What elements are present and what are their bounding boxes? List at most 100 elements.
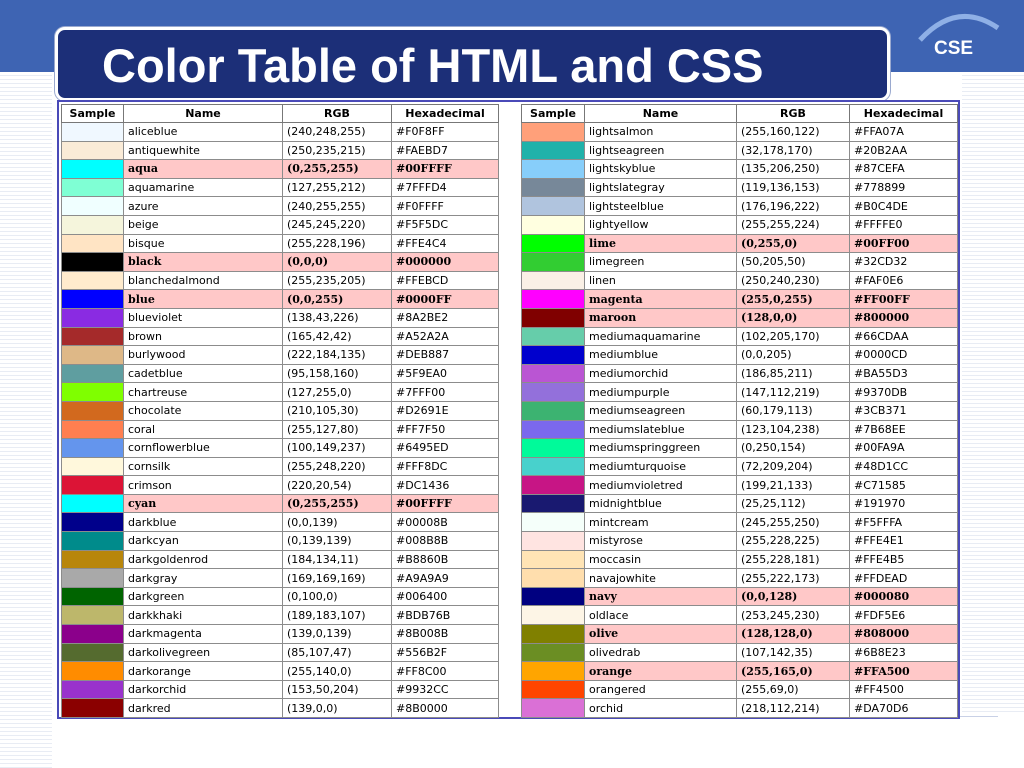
color-name: olivedrab [584,642,737,663]
color-hex: #F0F8FF [391,122,499,142]
color-hex: #FFDEAD [849,568,958,588]
color-hex: #87CEFA [849,159,958,179]
color-name: linen [584,270,737,291]
color-name: orchid [584,698,737,718]
color-name: mediumaquamarine [584,326,737,347]
table-row: mediumturquoise (72,209,204) #48D1CC [521,456,958,477]
table-row: moccasin (255,228,181) #FFE4B5 [521,549,958,570]
table-row: darkred (139,0,0) #8B0000 [61,698,499,718]
table-row: orangered (255,69,0) #FF4500 [521,679,958,700]
color-name: aliceblue [123,122,283,142]
color-rgb: (50,205,50) [736,252,850,272]
color-swatch [61,624,124,644]
color-swatch [521,214,585,235]
color-hex: #B8860B [391,549,499,570]
col-sample-header: Sample [521,104,585,123]
color-name: mediumslateblue [584,419,737,440]
color-hex: #008B8B [391,531,499,551]
color-name: limegreen [584,252,737,272]
color-swatch [521,605,585,626]
color-hex: #0000FF [391,289,499,309]
table-row: crimson (220,20,54) #DC1436 [61,475,499,495]
title-box: Color Table of HTML and CSS [55,27,890,101]
color-swatch [61,661,124,681]
color-swatch [61,159,124,179]
color-hex: #00FFFF [391,493,499,514]
table-row: cyan (0,255,255) #00FFFF [61,493,499,514]
color-swatch [521,679,585,700]
table-row: navy (0,0,128) #000080 [521,586,958,607]
color-swatch [61,586,124,607]
color-swatch [521,512,585,533]
color-rgb: (165,42,42) [282,326,392,347]
color-rgb: (250,240,230) [736,270,850,291]
table-row: cornflowerblue (100,149,237) #6495ED [61,438,499,458]
color-hex: #800000 [849,307,958,328]
color-swatch [521,289,585,309]
color-rgb: (25,25,112) [736,493,850,514]
table-row: darkblue (0,0,139) #00008B [61,512,499,533]
color-rgb: (176,196,222) [736,196,850,216]
table-row: linen (250,240,230) #FAF0E6 [521,270,958,291]
color-name: mediumvioletred [584,475,737,495]
table-row: lime (0,255,0) #00FF00 [521,233,958,254]
color-name: midnightblue [584,493,737,514]
color-hex: #BDB76B [391,605,499,626]
color-name: cyan [123,493,283,514]
col-hex-header: Hexadecimal [391,104,499,123]
col-sample-header: Sample [61,104,124,123]
color-hex: #7FFFD4 [391,177,499,198]
color-swatch [61,531,124,551]
color-hex: #A9A9A9 [391,568,499,588]
color-hex: #8B0000 [391,698,499,718]
color-hex: #FAEBD7 [391,140,499,161]
color-rgb: (255,228,196) [282,233,392,254]
color-rgb: (255,0,255) [736,289,850,309]
right-table: Sample Name RGB Hexadecimal lightsalmon(… [521,104,958,718]
table-row: cornsilk (255,248,220) #FFF8DC [61,456,499,477]
color-name: darkorchid [123,679,283,700]
color-hex: #DC1436 [391,475,499,495]
color-hex: #FFE4B5 [849,549,958,570]
color-name: orangered [584,679,737,700]
table-row: aqua (0,255,255) #00FFFF [61,159,499,179]
table-row: darkolivegreen (85,107,47) #556B2F [61,642,499,663]
color-rgb: (138,43,226) [282,307,392,328]
color-name: navajowhite [584,568,737,588]
color-rgb: (0,0,255) [282,289,392,309]
color-swatch [521,419,585,440]
color-rgb: (72,209,204) [736,456,850,477]
table-row: lightskyblue (135,206,250) #87CEFA [521,159,958,179]
color-name: lime [584,233,737,254]
color-rgb: (0,250,154) [736,438,850,458]
color-name: beige [123,214,283,235]
color-name: mediumspringgreen [584,438,737,458]
color-name: mistyrose [584,531,737,551]
color-hex: #FFEBCD [391,270,499,291]
table-row: darkorange (255,140,0) #FF8C00 [61,661,499,681]
color-hex: #FF00FF [849,289,958,309]
color-name: aquamarine [123,177,283,198]
color-rgb: (85,107,47) [282,642,392,663]
color-name: mediumturquoise [584,456,737,477]
table-row: darkgoldenrod (184,134,11) #B8860B [61,549,499,570]
color-hex: #FAF0E6 [849,270,958,291]
color-name: lightyellow [584,214,737,235]
color-rgb: (127,255,0) [282,382,392,402]
color-rgb: (0,0,139) [282,512,392,533]
table-row: olivedrab (107,142,35) #6B8E23 [521,642,958,663]
color-table-right: Sample Name RGB Hexadecimal lightsalmon(… [521,104,958,718]
table-row: aliceblue (240,248,255) #F0F8FF [61,122,499,142]
table-row: orange (255,165,0) #FFA500 [521,661,958,681]
color-rgb: (128,128,0) [736,624,850,644]
color-swatch [61,177,124,198]
color-hex: #FFFFE0 [849,214,958,235]
table-row: antiquewhite (250,235,215) #FAEBD7 [61,140,499,161]
color-rgb: (0,0,205) [736,345,850,365]
color-swatch [61,214,124,235]
color-name: chartreuse [123,382,283,402]
table-row: cadetblue (95,158,160) #5F9EA0 [61,363,499,384]
color-swatch [61,549,124,570]
table-row: mistyrose (255,228,225) #FFE4E1 [521,531,958,551]
color-name: magenta [584,289,737,309]
